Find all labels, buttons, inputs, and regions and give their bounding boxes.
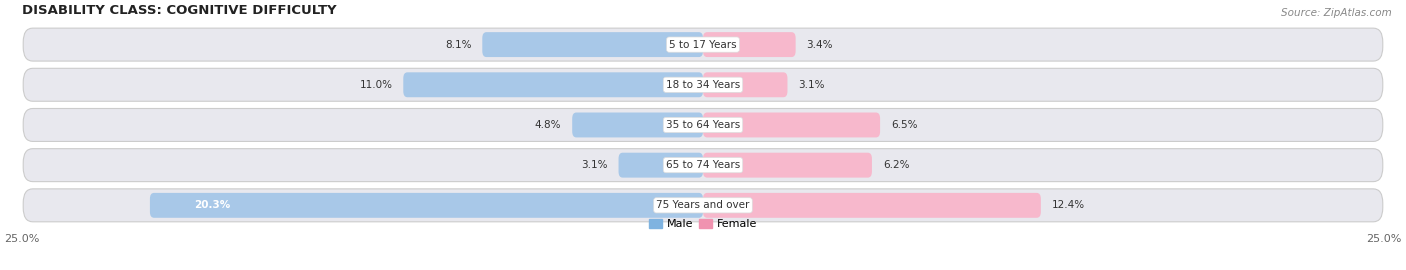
- Text: 3.1%: 3.1%: [799, 80, 825, 90]
- FancyBboxPatch shape: [24, 189, 1382, 222]
- FancyBboxPatch shape: [24, 68, 1382, 101]
- Text: Source: ZipAtlas.com: Source: ZipAtlas.com: [1281, 8, 1392, 18]
- FancyBboxPatch shape: [619, 153, 703, 178]
- Text: 18 to 34 Years: 18 to 34 Years: [666, 80, 740, 90]
- FancyBboxPatch shape: [703, 72, 787, 97]
- Text: 65 to 74 Years: 65 to 74 Years: [666, 160, 740, 170]
- Text: 75 Years and over: 75 Years and over: [657, 200, 749, 210]
- Text: 6.5%: 6.5%: [891, 120, 918, 130]
- Text: 4.8%: 4.8%: [534, 120, 561, 130]
- FancyBboxPatch shape: [24, 109, 1382, 141]
- FancyBboxPatch shape: [703, 113, 880, 137]
- FancyBboxPatch shape: [24, 28, 1382, 61]
- FancyBboxPatch shape: [150, 193, 703, 218]
- FancyBboxPatch shape: [703, 193, 1040, 218]
- Text: 5 to 17 Years: 5 to 17 Years: [669, 40, 737, 50]
- Text: 3.1%: 3.1%: [581, 160, 607, 170]
- Text: 35 to 64 Years: 35 to 64 Years: [666, 120, 740, 130]
- FancyBboxPatch shape: [404, 72, 703, 97]
- Text: 3.4%: 3.4%: [807, 40, 832, 50]
- Text: 8.1%: 8.1%: [444, 40, 471, 50]
- Text: DISABILITY CLASS: COGNITIVE DIFFICULTY: DISABILITY CLASS: COGNITIVE DIFFICULTY: [22, 4, 336, 17]
- Text: 12.4%: 12.4%: [1052, 200, 1085, 210]
- FancyBboxPatch shape: [482, 32, 703, 57]
- FancyBboxPatch shape: [24, 149, 1382, 182]
- Text: 6.2%: 6.2%: [883, 160, 910, 170]
- Text: 11.0%: 11.0%: [360, 80, 392, 90]
- FancyBboxPatch shape: [703, 153, 872, 178]
- FancyBboxPatch shape: [703, 32, 796, 57]
- Text: 20.3%: 20.3%: [194, 200, 231, 210]
- Legend: Male, Female: Male, Female: [648, 217, 758, 230]
- FancyBboxPatch shape: [572, 113, 703, 137]
